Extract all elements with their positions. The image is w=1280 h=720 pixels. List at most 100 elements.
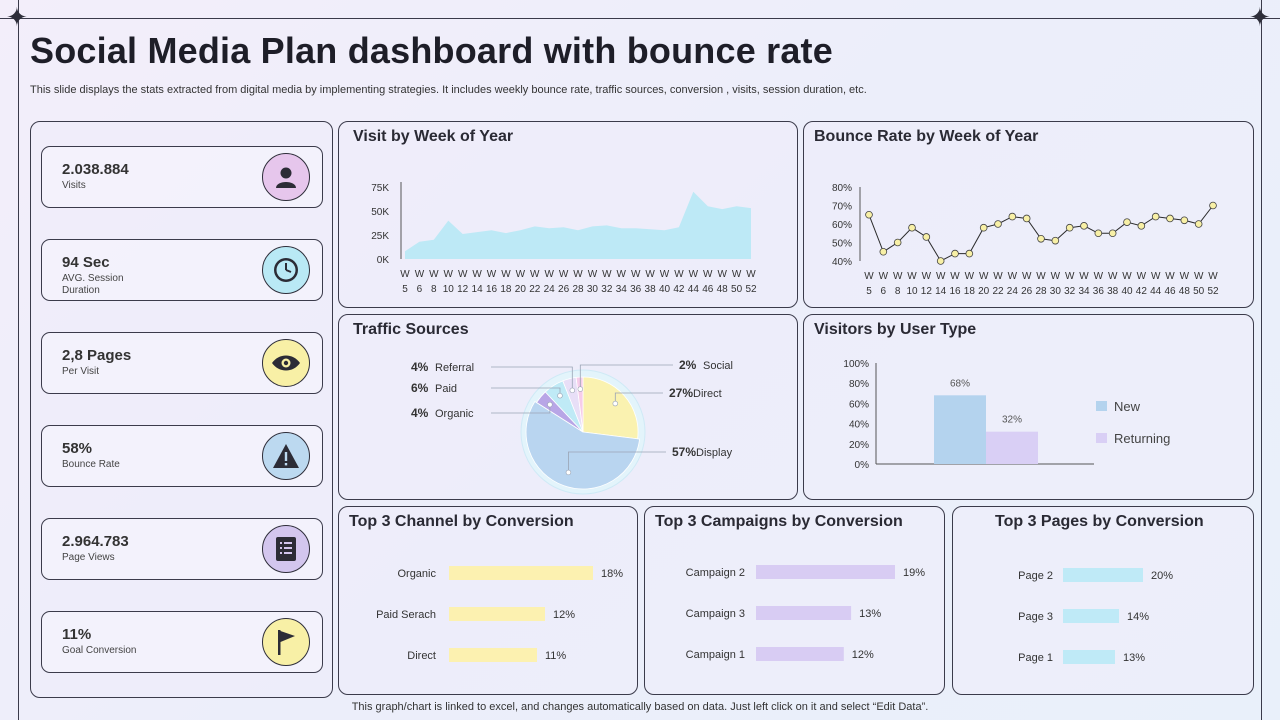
x-tick-label-week: W (689, 269, 699, 280)
sparkle-icon: ✦ (6, 2, 28, 32)
x-tick-label-week: W (429, 269, 439, 280)
x-tick-label-number: 24 (544, 284, 556, 295)
x-tick-label-week: W (1094, 271, 1104, 282)
x-tick-label-number: 16 (486, 284, 498, 295)
pie-category-label: Organic (435, 408, 474, 420)
kpi-label: Page Views (62, 552, 115, 563)
bounce-point (865, 210, 873, 219)
pie-category-label: Social (703, 360, 733, 372)
visits-area (405, 191, 751, 259)
x-tick-label-week: W (573, 269, 583, 280)
kpi-panel: 2.038.884 Visits 94 Sec AVG. Session Dur… (30, 121, 333, 698)
channel-panel: Top 3 Channel by Conversion Organic 18% Pa… (338, 506, 638, 695)
warning-icon (262, 432, 310, 480)
bounce-point (979, 223, 988, 232)
y-tick-label: 50% (832, 239, 852, 250)
pie-slice-display (525, 400, 641, 490)
x-tick-label-week: W (1194, 271, 1204, 282)
pie-category-label: Display (696, 447, 733, 459)
x-tick-label-number: 46 (1164, 286, 1176, 297)
kpi-value: 94 Sec (62, 254, 110, 271)
bar-value-label: 12% (852, 649, 874, 661)
bounce-point (1108, 229, 1117, 238)
x-tick-label-week: W (1108, 271, 1118, 282)
kpi-card-bounce-rate: 58% Bounce Rate (41, 425, 323, 487)
x-tick-label-week: W (922, 271, 932, 282)
bar-new (934, 395, 986, 464)
bar-campaign-2 (756, 565, 895, 579)
bar-campaign-1 (756, 647, 844, 661)
bar-campaign-3 (756, 606, 852, 620)
page-subtitle: This slide displays the stats extracted … (30, 84, 867, 96)
bar-category-label: Direct (407, 650, 436, 662)
user-icon (262, 153, 310, 201)
panel-title: Visitors by User Type (814, 321, 977, 338)
x-tick-label-week: W (907, 271, 917, 282)
bar-category-label: Page 3 (1018, 611, 1053, 623)
x-tick-label-week: W (950, 271, 960, 282)
bar-value-label: 68% (950, 378, 970, 389)
x-tick-label-number: 10 (443, 284, 455, 295)
x-tick-label-week: W (400, 269, 410, 280)
x-tick-label-number: 48 (717, 284, 729, 295)
bar-category-label: Campaign 2 (686, 567, 745, 579)
y-tick-label: 40% (832, 257, 852, 268)
panel-title: Top 3 Campaigns by Conversion (655, 513, 903, 530)
bounce-point (1008, 212, 1017, 221)
bounce-point (936, 257, 945, 265)
x-tick-label-week: W (1137, 271, 1147, 282)
visits-panel: Visit by Week of Year 0K 25K 50K 75K W 5 W 6 W 8 W… (338, 121, 798, 308)
bar-page-2 (1063, 568, 1143, 582)
kpi-card-pages-per-visit: 2,8 Pages Per Visit (41, 332, 323, 394)
bar-page-3 (1063, 609, 1119, 623)
x-tick-label-week: W (444, 269, 454, 280)
bounce-point (893, 238, 902, 247)
bar-category-label: Campaign 1 (686, 649, 745, 661)
bar-value-label: 20% (1151, 570, 1173, 582)
x-tick-label-week: W (645, 269, 655, 280)
x-tick-label-number: 26 (1021, 286, 1033, 297)
kpi-label: Per Visit (62, 366, 100, 377)
bounce-point (1123, 218, 1131, 226)
kpi-label: Bounce Rate (62, 459, 120, 470)
x-tick-label-number: 12 (921, 286, 933, 297)
x-tick-label-number: 40 (1121, 286, 1133, 297)
x-tick-label-number: 20 (978, 286, 990, 297)
sparkle-icon: ✦ (1249, 2, 1271, 32)
bounce-point (1151, 212, 1160, 221)
bar-value-label: 32% (1002, 415, 1022, 426)
bounce-point (1022, 214, 1031, 223)
x-tick-label-week: W (516, 269, 526, 280)
y-tick-label: 50K (371, 207, 389, 218)
y-tick-label: 25K (371, 231, 389, 242)
bar-category-label: Page 1 (1018, 652, 1053, 664)
x-tick-label-number: 40 (659, 284, 671, 295)
x-tick-label-week: W (1208, 271, 1218, 282)
x-tick-label-week: W (617, 269, 627, 280)
x-tick-label-week: W (864, 271, 874, 282)
y-tick-label: 40% (849, 420, 869, 431)
bar-value-label: 19% (903, 567, 925, 579)
x-tick-label-number: 36 (1093, 286, 1105, 297)
x-tick-label-week: W (1079, 271, 1089, 282)
bounce-point (1094, 229, 1103, 238)
x-tick-label-number: 44 (688, 284, 700, 295)
x-tick-label-number: 52 (745, 284, 757, 295)
visitors-panel: Visitors by User Type 0% 20% 40% 60% 80% 100%… (803, 314, 1254, 500)
x-tick-label-week: W (501, 269, 511, 280)
kpi-label: AVG. Session Duration (62, 273, 124, 296)
x-tick-label-number: 24 (1007, 286, 1019, 297)
pie-leader-line (567, 451, 666, 473)
legend-swatch (1096, 433, 1107, 443)
frame-top-line (0, 18, 1280, 19)
bar-category-label: Organic (397, 568, 436, 580)
x-tick-label-week: W (1165, 271, 1175, 282)
bar-value-label: 12% (553, 609, 575, 621)
y-tick-label: 60% (832, 220, 852, 231)
pie-leader-dot (565, 469, 572, 476)
bar-value-label: 18% (601, 568, 623, 580)
clock-icon (262, 246, 310, 294)
x-tick-label-number: 30 (1050, 286, 1062, 297)
x-tick-label-number: 8 (895, 286, 901, 297)
bounce-point (1137, 222, 1146, 230)
